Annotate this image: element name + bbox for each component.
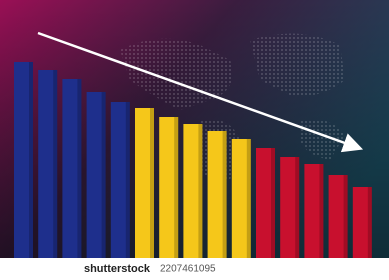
bar (328, 175, 348, 258)
bar (135, 108, 154, 258)
bar-side (150, 108, 154, 258)
bar-side (198, 124, 203, 258)
bar (183, 124, 203, 258)
bar (159, 117, 179, 258)
bar-side (222, 131, 227, 258)
bar-side (125, 102, 130, 258)
bar (280, 157, 300, 258)
bar-side (367, 187, 372, 258)
bar (207, 131, 227, 258)
watermark-strip (0, 258, 389, 280)
bar (304, 164, 324, 258)
trend-arrow (37, 31, 364, 153)
watermark-brand: shutterstock (84, 263, 151, 275)
bar (231, 139, 251, 258)
bar (86, 92, 106, 258)
bar (62, 79, 82, 258)
bars (14, 62, 372, 258)
bar-side (343, 175, 348, 258)
bar (352, 187, 372, 258)
bar (110, 102, 130, 258)
bar-side (319, 164, 324, 258)
bar-side (29, 62, 33, 258)
bar (38, 70, 58, 258)
bar-side (53, 70, 58, 258)
bar-side (77, 79, 82, 258)
bar-side (101, 92, 106, 258)
bar-side (295, 157, 300, 258)
world-map (120, 33, 345, 183)
bar-side (246, 139, 251, 258)
bar-side (174, 117, 179, 258)
bar (256, 148, 275, 258)
watermark-id: 2207461095 (160, 264, 216, 275)
bar (14, 62, 33, 258)
bar-side (271, 148, 275, 258)
